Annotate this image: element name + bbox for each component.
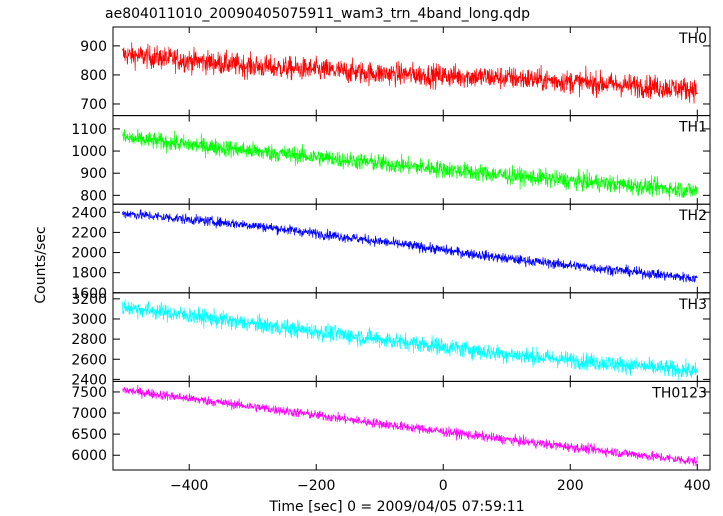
y-tick-label: 2200 — [71, 225, 107, 241]
y-tick-label: 2800 — [71, 332, 107, 348]
y-tick-label: 2000 — [71, 246, 107, 262]
y-tick-label: 7000 — [71, 406, 107, 422]
series-label-th3: TH3 — [678, 297, 707, 313]
series-label-th2: TH2 — [678, 208, 707, 224]
x-axis-label: Time [sec] 0 = 2009/04/05 07:59:11 — [268, 499, 524, 515]
y-tick-label: 2400 — [71, 205, 107, 221]
panel-th0: 700 800 900 TH0 — [80, 26, 711, 117]
series-line-th2 — [122, 209, 698, 283]
series-line-th0123 — [122, 385, 698, 467]
panel-th2: 1600 1800 2000 2200 2400 TH2 — [71, 203, 711, 302]
y-tick-label: 800 — [80, 68, 107, 84]
series-line-th3 — [122, 299, 698, 381]
y-tick-label: 900 — [80, 166, 107, 182]
panel-th1: 800 900 1000 1100 TH1 — [71, 115, 711, 205]
x-tick-label: 200 — [557, 478, 584, 494]
y-tick-label: 6500 — [71, 427, 107, 443]
chart-title: ae804011010_20090405075911_wam3_trn_4ban… — [105, 6, 530, 22]
y-tick-label: 700 — [80, 97, 107, 113]
y-tick-label: 1600 — [71, 286, 107, 302]
y-tick-label: 2600 — [71, 352, 107, 368]
y-tick-label: 3200 — [71, 292, 107, 308]
y-tick-label: 6000 — [71, 448, 107, 464]
x-axis: −400 −200 0 200 400 — [170, 478, 711, 494]
x-tick-label: 400 — [684, 478, 711, 494]
panel-th0123: 6000 6500 7000 7500 TH0123 — [71, 380, 711, 471]
y-tick-label: 1800 — [71, 266, 107, 282]
y-tick-label: 3000 — [71, 312, 107, 328]
panel-frame — [112, 292, 711, 382]
panel-th3: 2400 2600 2800 3000 3200 TH3 — [71, 292, 711, 388]
series-line-th1 — [122, 128, 698, 201]
y-tick-label: 7500 — [71, 385, 107, 401]
panel-frame — [112, 380, 711, 471]
y-tick-label: 1100 — [71, 122, 107, 138]
x-tick-label: −400 — [170, 478, 208, 494]
y-tick-label: 800 — [80, 188, 107, 204]
series-label-th0123: TH0123 — [651, 385, 707, 401]
y-tick-label: 900 — [80, 39, 107, 55]
y-tick-label: 2400 — [71, 372, 107, 388]
y-tick-label: 1000 — [71, 144, 107, 160]
x-tick-label: −200 — [297, 478, 335, 494]
y-axis-label: Counts/sec — [33, 226, 49, 303]
panel-frame — [112, 115, 711, 205]
series-line-th0 — [122, 42, 698, 104]
chart-panels: 700 800 900 TH0 800 900 1000 1100 TH1 1600 1800 200… — [71, 26, 711, 471]
x-tick-label: 0 — [439, 478, 448, 494]
series-label-th1: TH1 — [678, 120, 707, 136]
series-label-th0: TH0 — [678, 31, 707, 47]
